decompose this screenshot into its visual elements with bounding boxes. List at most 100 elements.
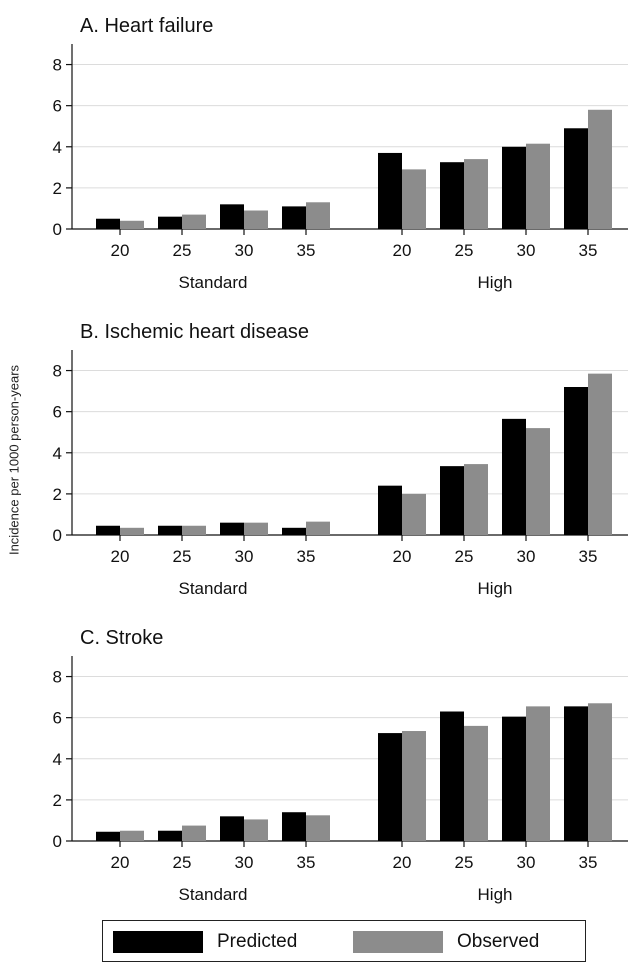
y-tick-label: 0 [53, 832, 62, 851]
bar-observed [306, 815, 330, 841]
bar-predicted [282, 812, 306, 841]
bar-observed [464, 725, 488, 841]
bar-observed [402, 731, 426, 841]
legend-swatch-predicted [113, 931, 203, 953]
bar-predicted [378, 152, 402, 229]
panel-title: A. Heart failure [80, 15, 213, 37]
x-tick-label: 30 [235, 241, 254, 260]
y-tick-label: 4 [53, 444, 62, 463]
bar-predicted [440, 711, 464, 841]
bar-predicted [220, 816, 244, 841]
group-label: Standard [179, 579, 248, 598]
bar-observed [526, 706, 550, 841]
bar-observed [588, 109, 612, 229]
bar-predicted [158, 830, 182, 841]
x-tick-label: 30 [517, 853, 536, 872]
group-label: High [478, 885, 513, 904]
legend-swatch-observed [353, 931, 443, 953]
bar-predicted [502, 418, 526, 535]
bar-predicted [282, 206, 306, 229]
legend-label-predicted: Predicted [217, 931, 298, 952]
bar-predicted [282, 527, 306, 535]
bar-predicted [96, 525, 120, 535]
x-tick-label: 20 [111, 547, 130, 566]
bar-observed [588, 703, 612, 841]
bar-observed [244, 210, 268, 229]
bar-predicted [96, 831, 120, 841]
bar-predicted [378, 733, 402, 841]
bar-observed [588, 373, 612, 535]
bar-observed [464, 464, 488, 535]
group-label: High [478, 273, 513, 292]
y-tick-label: 8 [53, 362, 62, 381]
y-tick-label: 2 [53, 179, 62, 198]
x-tick-label: 35 [579, 547, 598, 566]
y-tick-label: 4 [53, 750, 62, 769]
bar-observed [182, 214, 206, 229]
bar-predicted [158, 216, 182, 229]
y-tick-label: 2 [53, 791, 62, 810]
y-tick-label: 4 [53, 138, 62, 157]
bar-predicted [96, 218, 120, 229]
bar-predicted [440, 466, 464, 535]
x-tick-label: 25 [173, 241, 192, 260]
bar-observed [120, 527, 144, 535]
bar-predicted [220, 522, 244, 535]
x-tick-label: 35 [297, 547, 316, 566]
y-tick-label: 2 [53, 485, 62, 504]
bar-predicted [502, 716, 526, 841]
bar-predicted [220, 204, 244, 229]
legend-label-observed: Observed [457, 931, 540, 952]
bar-predicted [158, 525, 182, 535]
bar-observed [306, 202, 330, 229]
x-tick-label: 20 [393, 547, 412, 566]
x-tick-label: 30 [517, 241, 536, 260]
bar-observed [182, 825, 206, 841]
x-tick-label: 20 [111, 241, 130, 260]
y-axis-label-container: Incidence per 1000 person-years [0, 0, 28, 964]
y-tick-label: 6 [53, 97, 62, 116]
x-tick-label: 30 [235, 547, 254, 566]
x-tick-label: 25 [173, 547, 192, 566]
bar-observed [120, 220, 144, 229]
bar-observed [464, 159, 488, 229]
bar-predicted [502, 146, 526, 229]
x-tick-label: 20 [111, 853, 130, 872]
x-tick-label: 35 [297, 241, 316, 260]
legend-item-predicted: Predicted [113, 931, 297, 953]
bar-observed [402, 493, 426, 535]
y-tick-label: 0 [53, 526, 62, 545]
y-axis-label: Incidence per 1000 person-years [6, 364, 22, 556]
y-tick-label: 6 [53, 403, 62, 422]
bar-observed [526, 428, 550, 535]
bar-predicted [440, 162, 464, 229]
bar-observed [120, 830, 144, 841]
y-tick-label: 0 [53, 220, 62, 239]
x-tick-label: 25 [455, 241, 474, 260]
bar-predicted [564, 706, 588, 841]
x-tick-label: 35 [579, 241, 598, 260]
x-tick-label: 30 [235, 853, 254, 872]
bar-observed [526, 143, 550, 229]
x-tick-label: 20 [393, 853, 412, 872]
x-tick-label: 25 [455, 853, 474, 872]
x-tick-label: 25 [173, 853, 192, 872]
y-tick-label: 6 [53, 709, 62, 728]
panel-title: B. Ischemic heart disease [80, 321, 309, 343]
panel-title: C. Stroke [80, 627, 163, 649]
group-label: Standard [179, 885, 248, 904]
legend: Predicted Observed [102, 920, 586, 962]
bar-observed [306, 521, 330, 535]
bar-observed [244, 819, 268, 841]
bar-predicted [564, 128, 588, 229]
bar-observed [402, 169, 426, 229]
x-tick-label: 30 [517, 547, 536, 566]
group-label: High [478, 579, 513, 598]
bar-observed [182, 525, 206, 535]
bar-predicted [564, 387, 588, 535]
x-tick-label: 35 [297, 853, 316, 872]
x-tick-label: 20 [393, 241, 412, 260]
legend-item-observed: Observed [353, 931, 539, 953]
bar-observed [244, 522, 268, 535]
